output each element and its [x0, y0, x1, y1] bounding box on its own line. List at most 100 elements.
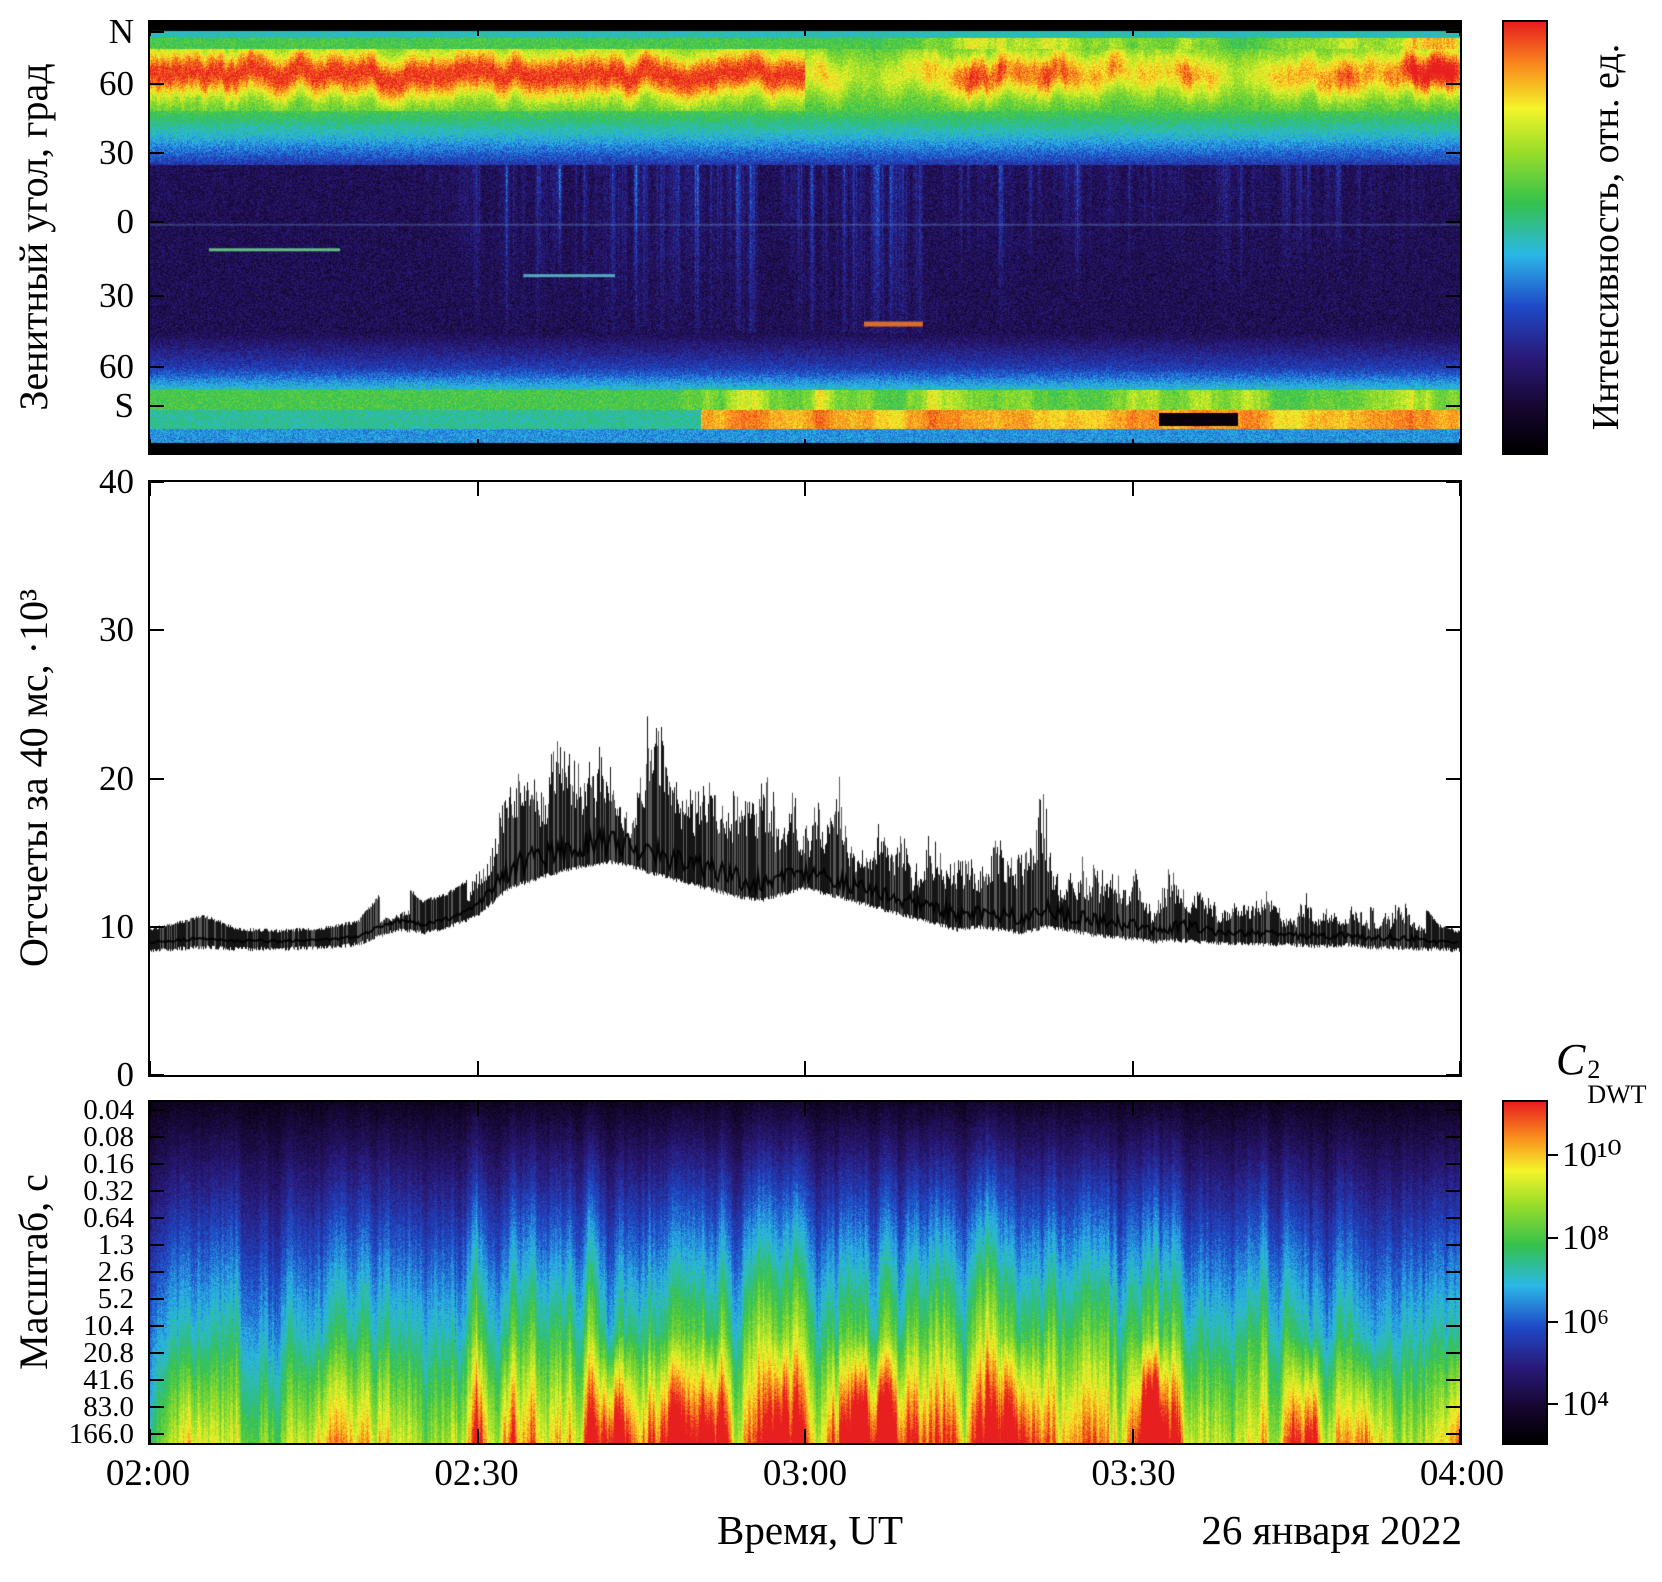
tick-label: 0.08 [83, 1120, 134, 1153]
dwt-symbol: C [1556, 1035, 1586, 1084]
tick-mark [150, 294, 164, 297]
tick-label: 0.32 [83, 1174, 134, 1207]
tick-mark [1446, 481, 1460, 483]
tick-mark [1459, 1061, 1461, 1075]
tick-mark [804, 439, 806, 453]
tick-mark [1446, 1108, 1460, 1111]
tick-label: 10 [99, 906, 134, 946]
tick-label: 30 [99, 275, 134, 315]
intensity-colorbar-title: Интенсивность, отн. ед. [1585, 43, 1627, 431]
scalogram-panel [148, 1100, 1462, 1445]
tick-mark [150, 1216, 164, 1219]
tick-mark [1446, 1243, 1460, 1246]
tick-mark [1446, 1074, 1460, 1076]
tick-mark [476, 482, 479, 496]
tick-mark [150, 1270, 164, 1273]
keogram-panel [148, 20, 1462, 455]
tick-mark [1459, 22, 1461, 36]
tick-mark [150, 151, 164, 154]
dwt-colorbar [1502, 1100, 1548, 1445]
tick-mark [1446, 1135, 1460, 1138]
tick-mark [1446, 1406, 1460, 1409]
dwt-subscript: DWT [1587, 1080, 1647, 1109]
scalogram-heatmap-canvas [150, 1102, 1460, 1443]
tick-label: 10⁴ [1562, 1383, 1610, 1423]
tick-label: 5.2 [97, 1283, 134, 1316]
tick-mark [149, 1061, 151, 1075]
tick-mark [1446, 221, 1460, 224]
date-label: 26 января 2022 [1201, 1507, 1462, 1553]
tick-label: S [114, 385, 134, 425]
tick-mark [150, 1243, 164, 1246]
tick-mark [1446, 151, 1460, 154]
tick-label: 10.4 [83, 1310, 134, 1343]
tick-label: 0 [116, 1055, 135, 1094]
tick-mark [150, 629, 164, 632]
tick-mark [1446, 1379, 1460, 1382]
tick-mark [150, 481, 164, 483]
tick-mark [1446, 777, 1460, 780]
tick-mark [1131, 482, 1134, 496]
tick-mark [150, 1108, 164, 1111]
tick-mark [1446, 1352, 1460, 1355]
tick-label: 20.8 [83, 1337, 134, 1370]
tick-mark [1548, 1402, 1558, 1405]
tick-mark [1459, 439, 1461, 453]
tick-label: 166.0 [68, 1418, 134, 1451]
tick-mark [1446, 30, 1460, 33]
dwt-colorbar-canvas [1504, 1102, 1546, 1443]
tick-mark [804, 22, 806, 36]
dwt-colorbar-title: C 2 DWT [1556, 1034, 1647, 1109]
tick-mark [150, 1298, 164, 1301]
tick-label: 83.0 [83, 1391, 134, 1424]
tick-label: 03:30 [1091, 1453, 1176, 1494]
tick-label: 0.04 [83, 1093, 134, 1126]
tick-mark [1548, 1153, 1558, 1156]
tick-mark [149, 22, 151, 36]
tick-label: 60 [99, 346, 134, 386]
tick-mark [150, 777, 164, 780]
dwt-exponent: 2 [1587, 1055, 1601, 1084]
tick-mark [804, 1061, 806, 1075]
tick-label: 02:30 [434, 1453, 519, 1494]
tick-mark [476, 1061, 479, 1075]
counts-line-canvas [150, 482, 1460, 1075]
tick-label: 10¹⁰ [1562, 1134, 1622, 1174]
tick-mark [804, 1102, 806, 1116]
tick-mark [150, 30, 164, 33]
tick-label: 40 [99, 462, 134, 501]
tick-mark [1446, 1433, 1460, 1436]
tick-mark [1131, 1102, 1134, 1116]
tick-label: 03:00 [762, 1453, 848, 1494]
tick-mark [150, 365, 164, 368]
tick-mark [150, 1325, 164, 1328]
tick-label: N [108, 11, 134, 51]
tick-mark [476, 1429, 479, 1443]
tick-mark [150, 1074, 164, 1076]
tick-mark [476, 1102, 479, 1116]
tick-mark [150, 1433, 164, 1436]
intensity-colorbar-canvas [1504, 22, 1546, 453]
tick-mark [150, 1352, 164, 1355]
tick-mark [1131, 439, 1134, 453]
tick-mark [1446, 365, 1460, 368]
tick-mark [804, 482, 806, 496]
tick-mark [1548, 1237, 1558, 1240]
tick-mark [1131, 1429, 1134, 1443]
tick-mark [150, 1379, 164, 1382]
tick-mark [150, 1135, 164, 1138]
tick-mark [1446, 294, 1460, 297]
tick-mark [1446, 1270, 1460, 1273]
tick-mark [1131, 1061, 1134, 1075]
tick-label: 2.6 [97, 1255, 134, 1288]
tick-mark [150, 1189, 164, 1192]
tick-mark [1446, 1189, 1460, 1192]
tick-mark [150, 82, 164, 85]
tick-mark [150, 1406, 164, 1409]
tick-mark [476, 439, 479, 453]
tick-label: 60 [99, 63, 134, 103]
tick-mark [1548, 1320, 1558, 1323]
tick-mark [150, 1162, 164, 1165]
tick-label: 30 [99, 132, 134, 172]
tick-mark [150, 404, 164, 407]
